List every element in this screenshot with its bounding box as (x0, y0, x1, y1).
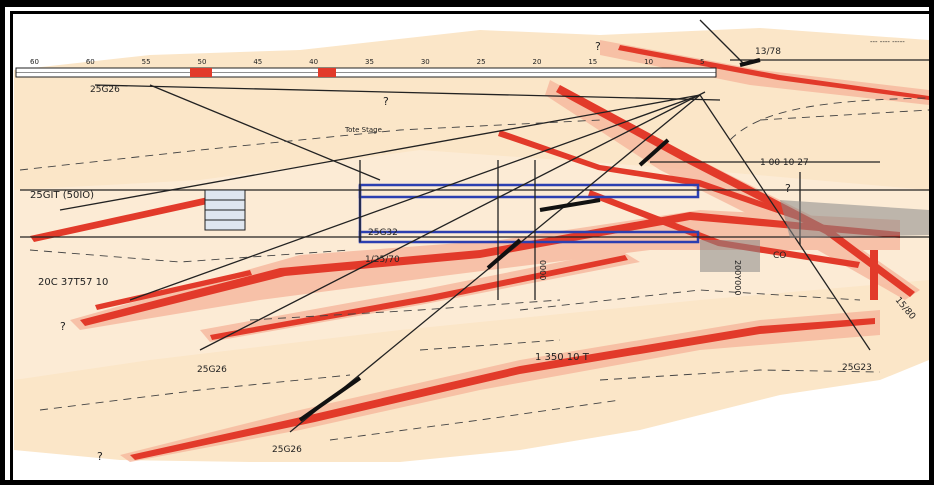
vertical-label-1: 0000 (538, 260, 547, 280)
top-right-text: --- ---- ----- (870, 38, 905, 46)
border-left-inner (10, 11, 13, 485)
section-label-left-bottom: 20C 37T57 10 (38, 277, 108, 288)
scale-tick-label: 30 (421, 58, 430, 66)
borehole-label-bottom-center: 25G26 (272, 445, 302, 455)
scale-tick-label: 20 (533, 58, 542, 66)
borehole-label-mid: 25G32 (368, 228, 398, 238)
depth-scale-bar (15, 67, 717, 78)
question-mark: ? (595, 40, 601, 53)
border-bottom (0, 480, 934, 485)
borehole-label-right: 25G23 (842, 363, 872, 373)
scale-tick-label: 45 (253, 58, 262, 66)
dashed-lines (19, 97, 930, 441)
scale-tick-label: 5 (700, 58, 704, 66)
scale-tick-label: 55 (142, 58, 151, 66)
section-label-left-top: 25GIT (50IO) (30, 190, 94, 201)
scale-tick-label: 50 (198, 58, 207, 66)
borehole-label-bottom-left: 25G26 (197, 365, 227, 375)
border-left (0, 0, 5, 485)
question-mark: ? (383, 95, 389, 108)
scale-tick-label: 25 (477, 58, 486, 66)
scale-tick-label: 15 (588, 58, 597, 66)
scale-tick-label: 60 (86, 58, 95, 66)
question-mark: ? (785, 182, 791, 195)
angle-label-right-mid: 1 00 10 27 (760, 158, 809, 168)
borehole-lines (20, 19, 929, 433)
question-mark: ? (60, 320, 66, 333)
scale-tick-label: 35 (365, 58, 374, 66)
scale-tick-label: 10 (644, 58, 653, 66)
stage-label: Tote Stage (344, 126, 382, 134)
angle-label-right-top: 13/78 (755, 47, 781, 57)
co-label: CO (773, 251, 786, 261)
border-top (0, 0, 934, 7)
angle-label-mid: 1/25/70 (365, 255, 400, 265)
question-mark: ? (97, 450, 103, 463)
vertical-label-2: 200Y000 (733, 260, 742, 295)
scale-tick-label: 60 (30, 58, 39, 66)
shaft-structure (204, 189, 246, 231)
scale-tick-labels: 60 60 55 50 45 40 35 30 25 20 15 10 5 (30, 58, 704, 66)
hatched-segments (298, 58, 761, 422)
borehole-label-top-left: 25G26 (90, 85, 120, 95)
stipple-zones (700, 200, 929, 272)
fault-bands (30, 45, 929, 460)
border-top-inner (12, 11, 934, 14)
scale-tick-label: 40 (309, 58, 318, 66)
border-right (929, 0, 934, 485)
angle-label-bottom: 1 350 10 T (535, 352, 590, 363)
